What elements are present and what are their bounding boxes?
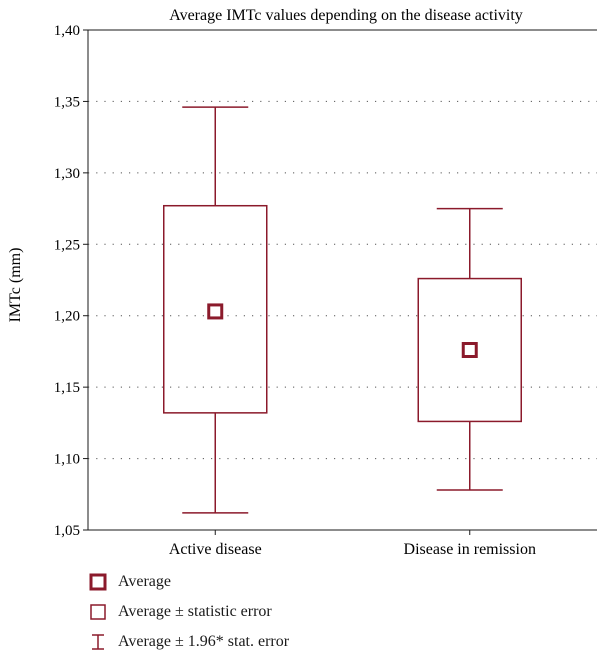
y-tick-label: 1,30 (54, 166, 80, 182)
legend-label: Average (118, 573, 171, 590)
legend-label: Average ± 1.96* stat. error (118, 633, 290, 650)
box-icon (90, 604, 106, 620)
y-tick-label: 1,25 (54, 237, 80, 253)
legend-label: Average ± statistic error (118, 603, 272, 620)
y-tick-label: 1,15 (54, 380, 80, 396)
y-tick-label: 1,40 (54, 23, 80, 39)
x-tick-label: Disease in remission (404, 541, 536, 558)
y-tick-label: 1,20 (54, 309, 80, 325)
mean-marker-icon (89, 573, 107, 591)
y-tick-label: 1,10 (54, 452, 80, 468)
legend-item-box: Average ± statistic error (88, 600, 289, 624)
mean-marker (207, 303, 224, 320)
y-tick-label: 1,35 (54, 94, 80, 110)
box-plot-chart: Average IMTc values depending on the dis… (7, 7, 597, 558)
box-group (163, 106, 268, 514)
x-tick-label: Active disease (169, 541, 262, 558)
legend: Average Average ± statistic error Averag… (88, 570, 289, 654)
legend-item-whisker: Average ± 1.96* stat. error (88, 630, 289, 654)
mean-marker (461, 342, 478, 358)
box-rect (417, 277, 522, 423)
box-group (417, 207, 522, 491)
box-rect (163, 204, 268, 414)
chart-title: Average IMTc values depending on the dis… (169, 7, 523, 24)
y-axis-label: IMTc (mm) (7, 248, 24, 323)
whisker-icon (92, 634, 104, 650)
y-tick-label: 1,05 (54, 523, 80, 539)
legend-item-average: Average (88, 570, 289, 594)
